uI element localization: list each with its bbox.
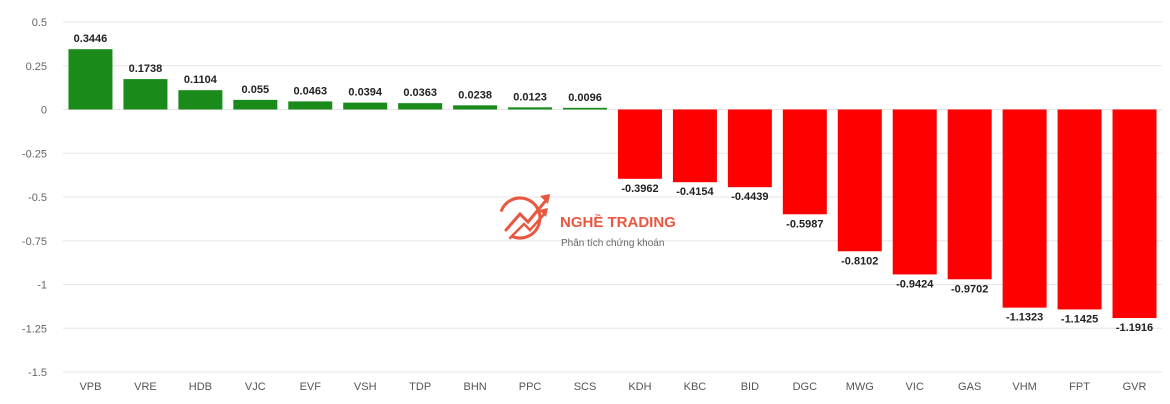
- bar-fpt: [1057, 109, 1102, 310]
- x-tick-label: BID: [741, 381, 759, 393]
- bar-vre: [123, 79, 168, 110]
- data-label: 0.3446: [74, 33, 108, 45]
- x-tick-label: KBC: [684, 381, 707, 393]
- bar-evf: [288, 101, 333, 110]
- data-labels: 0.3446 0.1738 0.1104 0.055 0.0463 0.0394 0.036…: [74, 33, 1154, 334]
- x-tick-label: GAS: [958, 381, 981, 393]
- data-label: 0.0096: [568, 92, 602, 104]
- data-label: -0.9702: [951, 283, 988, 295]
- data-label: 0.1738: [129, 63, 163, 75]
- bar-dgc: [782, 109, 827, 215]
- bar-ppc: [508, 107, 553, 110]
- data-label: -1.1323: [1006, 312, 1043, 324]
- data-label: 0.0238: [458, 89, 492, 101]
- gridlines: [63, 21, 1162, 373]
- y-tick-label: 0.5: [32, 17, 47, 29]
- x-tick-label: BHN: [464, 381, 487, 393]
- bar-bid: [727, 109, 772, 188]
- bar-tdp: [398, 103, 443, 110]
- data-label: 0.1104: [184, 74, 218, 86]
- bars: [68, 49, 1157, 319]
- x-tick-label: SCS: [574, 381, 597, 393]
- watermark-subtitle: Phân tích chứng khoán: [561, 238, 664, 249]
- x-tick-label: GVR: [1123, 381, 1147, 393]
- x-tick-label: VPB: [79, 381, 101, 393]
- y-tick-label: -1: [37, 280, 47, 292]
- data-label: -0.9424: [896, 278, 934, 290]
- data-label: 0.0123: [513, 91, 547, 103]
- x-tick-label: KDH: [628, 381, 651, 393]
- x-tick-label: PPC: [519, 381, 542, 393]
- y-tick-label: 0.25: [26, 61, 47, 73]
- data-label: -0.8102: [841, 255, 878, 267]
- x-tick-label: DGC: [793, 381, 818, 393]
- x-tick-label: VRE: [134, 381, 157, 393]
- bar-vhm: [1002, 109, 1047, 308]
- bar-bhn: [453, 105, 498, 110]
- data-label: 0.0363: [403, 87, 437, 99]
- y-tick-label: -0.25: [22, 148, 47, 160]
- data-label: 0.055: [242, 84, 270, 96]
- x-tick-label: VIC: [906, 381, 924, 393]
- bar-kbc: [672, 109, 717, 183]
- x-tick-label: FPT: [1069, 381, 1090, 393]
- x-tick-label: VJC: [245, 381, 266, 393]
- x-tick-label: MWG: [846, 381, 874, 393]
- y-tick-label: -1.5: [28, 367, 47, 379]
- bar-kdh: [617, 109, 662, 179]
- bar-vjc: [233, 99, 278, 110]
- bar-vsh: [343, 102, 388, 110]
- watermark-title: NGHỀ TRADING: [560, 214, 676, 231]
- y-axis-ticks: 0.5 0.25 0 -0.25 -0.5 -0.75 -1 -1.25 -1.5: [22, 17, 47, 379]
- data-label: -0.4439: [731, 191, 768, 203]
- bar-gvr: [1112, 109, 1157, 319]
- data-label: 0.0394: [348, 87, 383, 99]
- x-tick-label: EVF: [300, 381, 322, 393]
- data-label: -1.1425: [1061, 313, 1098, 325]
- y-tick-label: -0.75: [22, 236, 47, 248]
- x-tick-label: VHM: [1012, 381, 1036, 393]
- trading-logo-icon: [498, 194, 550, 240]
- data-label: 0.0463: [293, 85, 327, 97]
- data-label: -0.4154: [676, 186, 714, 198]
- data-label: -0.3962: [621, 183, 658, 195]
- bar-vic: [892, 109, 937, 275]
- bar-scs: [563, 107, 608, 110]
- x-tick-label: TDP: [409, 381, 431, 393]
- y-tick-label: -1.25: [22, 323, 47, 335]
- bar-gas: [947, 109, 992, 280]
- x-axis-ticks: VPB VRE HDB VJC EVF VSH TDP BHN PPC SCS KDH KBC BID D…: [79, 381, 1146, 393]
- data-label: -0.5987: [786, 218, 823, 230]
- y-tick-label: -0.5: [28, 192, 47, 204]
- y-tick-label: 0: [41, 105, 47, 117]
- x-tick-label: VSH: [354, 381, 377, 393]
- bar-mwg: [837, 109, 882, 252]
- data-label: -1.1916: [1116, 322, 1153, 334]
- bar-vpb: [68, 49, 113, 110]
- x-tick-label: HDB: [189, 381, 212, 393]
- bar-hdb: [178, 90, 223, 110]
- watermark-logo: NGHỀ TRADING Phân tích chứng khoán: [498, 194, 676, 249]
